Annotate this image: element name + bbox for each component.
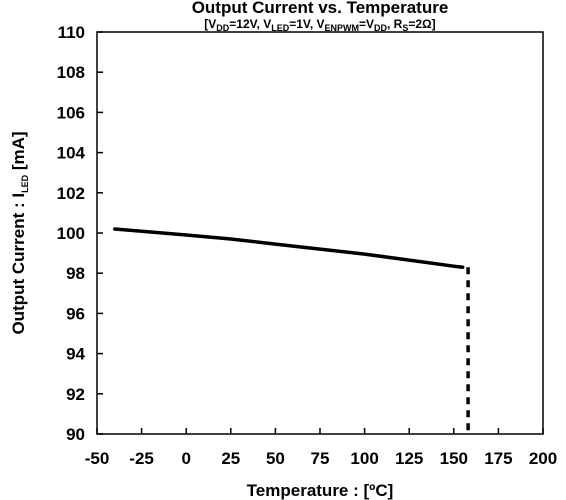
y-tick-label: 104 [57, 144, 86, 163]
y-tick-label: 106 [57, 103, 85, 122]
y-tick-label: 100 [57, 224, 85, 243]
x-axis-label: Temperature : [ºC] [247, 481, 394, 500]
y-axis-label: Output Current : ILED [mA] [9, 131, 30, 334]
chart-subtitle: [VDD=12V, VLED=1V, VENPWM=VDD, RS=2Ω] [204, 17, 435, 33]
series-layer [113, 227, 470, 434]
series-line [113, 227, 465, 269]
chart-title: Output Current vs. Temperature [192, 0, 449, 17]
y-tick-label: 110 [58, 23, 85, 42]
x-tick-label: -25 [129, 449, 154, 468]
x-tick-label: -50 [85, 449, 110, 468]
y-tick-label: 94 [66, 345, 85, 364]
y-tick-label: 92 [66, 385, 85, 404]
x-tick-label: 50 [266, 449, 285, 468]
y-tick-label: 102 [57, 184, 85, 203]
x-tick-labels: -50 -25 0 25 50 75 100 125 150 175 200 [85, 449, 557, 468]
x-tick-label: 200 [529, 449, 557, 468]
x-tick-label: 75 [311, 449, 330, 468]
axis-ticks [96, 31, 544, 435]
x-tick-label: 125 [395, 449, 423, 468]
y-tick-label: 96 [66, 304, 85, 323]
x-tick-label: 175 [484, 449, 512, 468]
y-tick-label: 98 [66, 264, 85, 283]
y-tick-label: 90 [66, 425, 85, 444]
y-tick-labels: 90 92 94 96 98 100 102 104 106 108 110 [57, 23, 86, 444]
x-tick-label: 150 [440, 449, 468, 468]
x-tick-label: 25 [221, 449, 240, 468]
x-tick-label: 100 [350, 449, 378, 468]
x-tick-label: 0 [181, 449, 190, 468]
y-tick-label: 108 [57, 63, 85, 82]
